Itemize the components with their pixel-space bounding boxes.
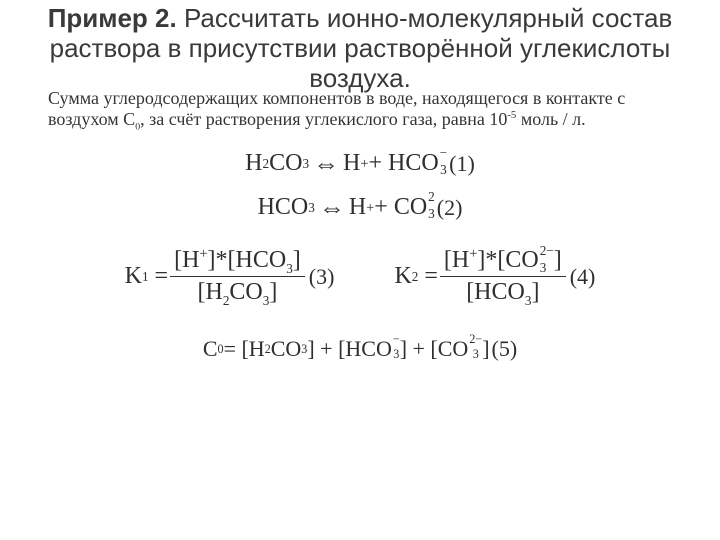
title-bold: Пример 2. xyxy=(48,3,177,33)
equation-5: C0 = [H2CO3] + [HCO−3] + [CO2−3] (5) xyxy=(0,336,720,362)
body-text: Сумма углеродсодержащих компонентов в во… xyxy=(0,88,720,131)
equation-1: H2CO3 ⇔ H+ + HCO−3 (1) xyxy=(0,149,720,179)
body-suffix: моль / л. xyxy=(516,109,585,129)
body-sup: -5 xyxy=(507,109,516,121)
slide: Пример 2. Рассчитать ионно-молекулярный … xyxy=(0,0,720,540)
equation-3: K1 = [H+]*[HCO3] [H2CO3] (3) xyxy=(125,245,335,308)
body-mid: , за счёт растворения углекислого газа, … xyxy=(140,109,507,129)
equation-2: HCO3 ⇔ H+ + CO23 (2) xyxy=(0,193,720,223)
equation-row-34: K1 = [H+]*[HCO3] [H2CO3] (3) K2 = [H+]*[… xyxy=(0,245,720,308)
equation-4: K2 = [H+]*[CO2−3] [HCO3] (4) xyxy=(394,245,595,308)
slide-title: Пример 2. Рассчитать ионно-молекулярный … xyxy=(0,0,720,94)
